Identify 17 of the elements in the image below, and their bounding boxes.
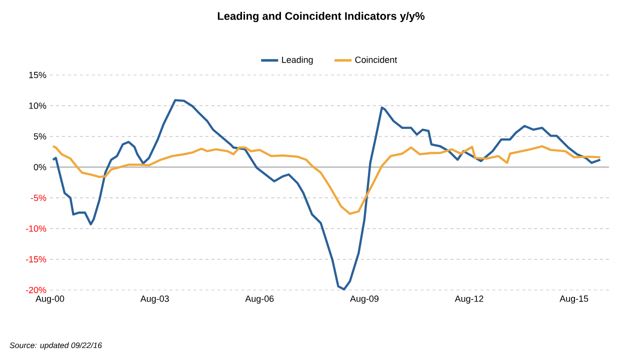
y-tick-label: -10% (26, 225, 46, 232)
legend-label: Leading (282, 56, 313, 65)
x-tick-label: Aug-15 (560, 296, 588, 304)
x-tick-label: Aug-06 (245, 296, 274, 304)
x-tick-label: Aug-12 (454, 296, 484, 304)
y-tick-label: -20% (26, 286, 46, 294)
y-tick-label: -15% (26, 256, 46, 262)
x-tick-label: Aug-09 (350, 296, 378, 304)
x-tick-label: Aug-03 (140, 296, 169, 304)
chart-title: Leading and Coincident Indicators y/y% (218, 12, 425, 22)
y-tick-label: 15% (29, 72, 46, 78)
y-tick-label: 5% (34, 133, 46, 140)
y-tick-label: 0% (34, 164, 46, 170)
y-tick-label: 10% (29, 102, 46, 109)
legend-label: Coincident (355, 56, 398, 63)
y-tick-label: -5% (30, 194, 46, 202)
x-tick-label: Aug-00 (36, 296, 64, 304)
